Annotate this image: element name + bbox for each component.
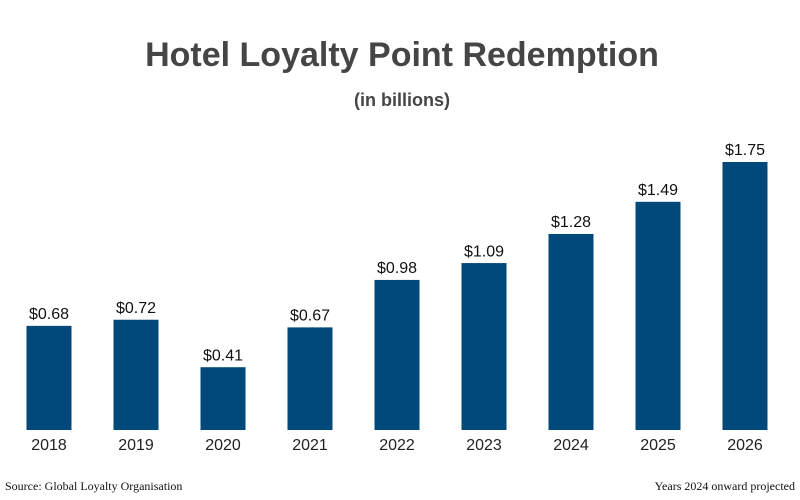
value-label: $1.49	[638, 182, 678, 199]
chart-subtitle: (in billions)	[354, 90, 450, 110]
value-label: $0.41	[203, 347, 243, 364]
x-tick-label: 2018	[31, 437, 67, 454]
x-tick-label: 2019	[118, 437, 154, 454]
value-label: $0.98	[377, 260, 417, 277]
chart-title: Hotel Loyalty Point Redemption	[145, 36, 659, 74]
bar	[548, 233, 594, 430]
x-tick-label: 2024	[553, 437, 589, 454]
bar	[113, 319, 159, 430]
value-label: $1.75	[725, 142, 765, 159]
x-tick-label: 2022	[379, 437, 415, 454]
bar	[722, 162, 768, 430]
bar	[200, 367, 246, 430]
value-label: $1.28	[551, 214, 591, 231]
bar	[287, 327, 333, 430]
value-label: $1.09	[464, 243, 504, 260]
x-tick-label: 2023	[466, 437, 502, 454]
x-tick-label: 2025	[640, 437, 676, 454]
value-label: $0.72	[116, 300, 156, 317]
value-label: $0.67	[290, 308, 330, 325]
bar	[374, 279, 420, 430]
x-tick-label: 2020	[205, 437, 241, 454]
bar	[635, 201, 681, 430]
bar	[26, 325, 72, 430]
x-tick-label: 2021	[292, 437, 328, 454]
note: Years 2024 onward projected	[655, 479, 795, 493]
value-label: $0.68	[29, 306, 69, 323]
source: Source: Global Loyalty Organisation	[5, 479, 182, 493]
bar	[461, 263, 507, 430]
x-tick-label: 2026	[727, 437, 763, 454]
